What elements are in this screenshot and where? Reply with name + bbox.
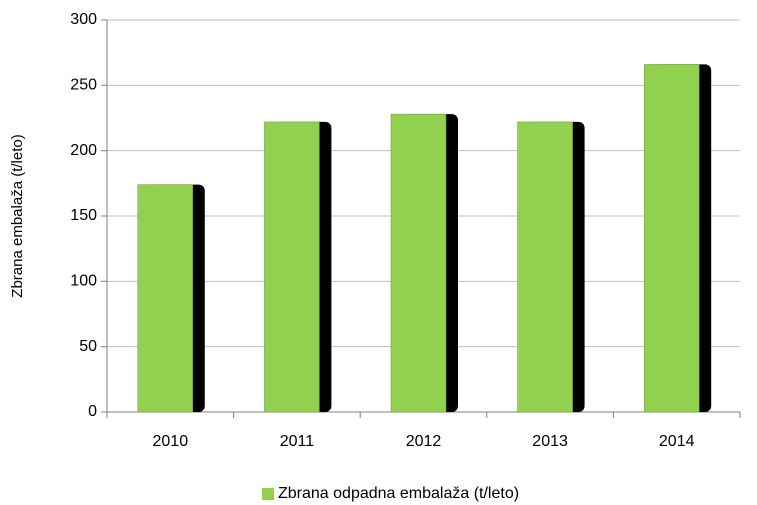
- y-tick-label: 200: [70, 142, 97, 159]
- y-tick-label: 50: [79, 338, 97, 355]
- y-tick-label: 250: [70, 77, 97, 94]
- x-tick-label: 2010: [153, 433, 189, 450]
- y-tick-label: 150: [70, 207, 97, 224]
- bar: [390, 113, 447, 413]
- bar: [264, 121, 320, 413]
- y-tick-label: 300: [70, 11, 97, 28]
- x-tick-label: 2012: [406, 433, 442, 450]
- y-tick-label: 100: [70, 273, 97, 290]
- bar: [643, 64, 700, 413]
- x-tick-label: 2013: [532, 433, 568, 450]
- legend-swatch: [262, 488, 274, 500]
- bar: [517, 121, 573, 413]
- y-axis-label: Zbrana embalaža (t/leto): [9, 134, 26, 297]
- legend-label: Zbrana odpadna embalaža (t/leto): [278, 485, 519, 502]
- y-tick-label: 0: [88, 403, 97, 420]
- x-tick-label: 2011: [280, 433, 315, 450]
- x-tick-label: 2014: [659, 433, 695, 450]
- bar: [137, 184, 194, 413]
